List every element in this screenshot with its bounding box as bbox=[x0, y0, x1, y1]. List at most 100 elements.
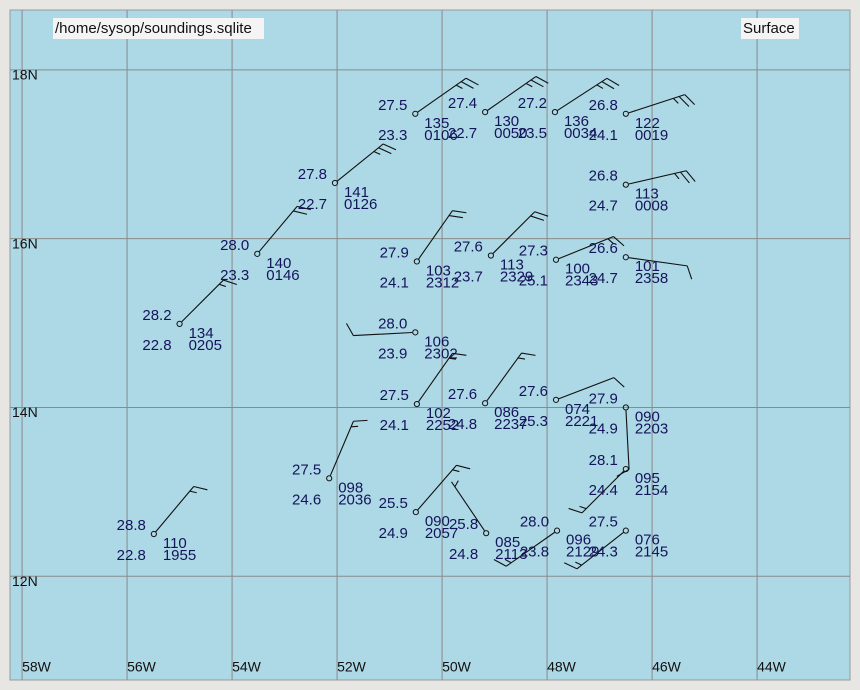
pressure: 113 bbox=[635, 186, 659, 203]
wind-barb bbox=[418, 210, 467, 260]
station-marker bbox=[552, 396, 560, 403]
wind-barb bbox=[417, 464, 471, 511]
dewpoint: 23.5 bbox=[518, 125, 547, 142]
pressure: 086 bbox=[494, 404, 519, 421]
wind-barb bbox=[558, 377, 625, 400]
dewpoint: 24.7 bbox=[589, 270, 618, 287]
station-marker bbox=[622, 181, 629, 188]
station: 27.6 113 23.7 2329 bbox=[454, 211, 549, 286]
station: 27.9 090 24.9 2203 bbox=[589, 390, 668, 477]
pressure: 141 bbox=[344, 184, 369, 201]
dewpoint: 24.3 bbox=[589, 544, 618, 561]
temperature: 27.3 bbox=[519, 243, 548, 260]
dewpoint: 22.7 bbox=[448, 125, 477, 142]
pressure: 101 bbox=[635, 258, 660, 275]
dewpoint: 24.8 bbox=[449, 546, 478, 563]
pressure: 085 bbox=[495, 534, 520, 551]
temperature: 27.6 bbox=[448, 386, 477, 403]
obs-time: 2145 bbox=[635, 544, 668, 561]
wind-barb bbox=[568, 470, 625, 514]
station: 27.6 086 24.8 2237 bbox=[448, 352, 536, 433]
temperature: 27.4 bbox=[448, 95, 477, 112]
wind-barb bbox=[628, 94, 696, 114]
obs-time: 2252 bbox=[426, 417, 459, 434]
station-marker bbox=[413, 258, 420, 265]
station: 25.8 085 24.8 2113 bbox=[449, 480, 527, 563]
station: 28.2 134 22.8 0205 bbox=[142, 279, 237, 354]
station: 27.9 103 24.1 2312 bbox=[380, 210, 467, 291]
obs-time: 2343 bbox=[565, 273, 598, 290]
wind-barb bbox=[487, 76, 549, 111]
station-marker bbox=[412, 329, 419, 336]
pressure: 110 bbox=[163, 535, 187, 552]
lat-label: 14N bbox=[12, 404, 38, 420]
dewpoint: 24.9 bbox=[379, 525, 408, 542]
pressure: 095 bbox=[635, 470, 660, 487]
pressure: 076 bbox=[635, 532, 660, 549]
dewpoint: 24.6 bbox=[292, 491, 321, 508]
wind-barb bbox=[451, 480, 485, 531]
dewpoint: 23.8 bbox=[520, 544, 549, 561]
pressure: 140 bbox=[266, 255, 291, 272]
station-marker bbox=[622, 465, 629, 473]
wind-barb bbox=[181, 279, 237, 323]
pressure: 134 bbox=[189, 325, 214, 342]
dewpoint: 25.1 bbox=[519, 273, 548, 290]
wind-barb bbox=[258, 205, 311, 252]
lon-label: 54W bbox=[232, 659, 262, 675]
pressure: 096 bbox=[566, 532, 591, 549]
map-area bbox=[9, 9, 851, 681]
lon-label: 46W bbox=[652, 659, 682, 675]
lat-label: 18N bbox=[12, 67, 38, 83]
temperature: 27.5 bbox=[380, 387, 409, 404]
station-marker bbox=[553, 527, 561, 534]
station: 27.4 130 22.7 0050 bbox=[448, 76, 549, 142]
wind-barb bbox=[628, 257, 693, 280]
wind-barb bbox=[628, 170, 696, 185]
wind-barb bbox=[486, 352, 536, 402]
dewpoint: 23.9 bbox=[378, 345, 407, 362]
obs-time: 0146 bbox=[266, 267, 299, 284]
lon-label: 48W bbox=[547, 659, 577, 675]
temperature: 28.0 bbox=[520, 514, 549, 531]
level-label: Surface bbox=[743, 20, 795, 37]
lat-label: 12N bbox=[12, 573, 38, 589]
station: 28.1 095 24.4 2154 bbox=[568, 452, 668, 514]
dewpoint: 24.1 bbox=[380, 274, 409, 291]
station-marker bbox=[622, 404, 629, 411]
station-marker bbox=[487, 252, 494, 259]
dewpoint: 24.1 bbox=[589, 127, 618, 144]
station: 27.5 135 23.3 0106 bbox=[378, 77, 479, 144]
wind-barb bbox=[336, 143, 397, 182]
temperature: 26.6 bbox=[589, 240, 618, 257]
temperature: 27.5 bbox=[589, 514, 618, 531]
pressure: 122 bbox=[635, 115, 660, 132]
obs-time: 2312 bbox=[426, 274, 459, 291]
obs-time: 2036 bbox=[338, 491, 371, 508]
temperature: 25.8 bbox=[449, 516, 478, 533]
dewpoint: 23.7 bbox=[454, 269, 483, 286]
dewpoint: 22.7 bbox=[298, 196, 327, 213]
temperature: 27.9 bbox=[589, 390, 618, 407]
station: 27.8 141 22.7 0126 bbox=[298, 143, 397, 213]
obs-time: 2221 bbox=[565, 413, 598, 430]
station: 27.5 102 24.1 2252 bbox=[380, 352, 467, 434]
station-marker bbox=[482, 400, 489, 407]
lat-label: 16N bbox=[12, 235, 38, 251]
temperature: 28.1 bbox=[589, 452, 618, 469]
station: 27.5 098 24.6 2036 bbox=[292, 419, 372, 508]
obs-time: 0008 bbox=[635, 198, 668, 215]
dewpoint: 25.3 bbox=[519, 413, 548, 430]
station: 27.6 074 25.3 2221 bbox=[519, 377, 625, 430]
obs-time: 2113 bbox=[495, 546, 527, 563]
lon-label: 52W bbox=[337, 659, 367, 675]
lon-label: 50W bbox=[442, 659, 472, 675]
station: 28.0 140 23.3 0146 bbox=[220, 205, 311, 284]
temperature: 26.8 bbox=[589, 97, 618, 114]
temperature: 27.6 bbox=[454, 239, 483, 256]
wind-barb bbox=[329, 419, 368, 476]
wind-barb bbox=[492, 211, 549, 254]
pressure: 106 bbox=[424, 333, 449, 350]
